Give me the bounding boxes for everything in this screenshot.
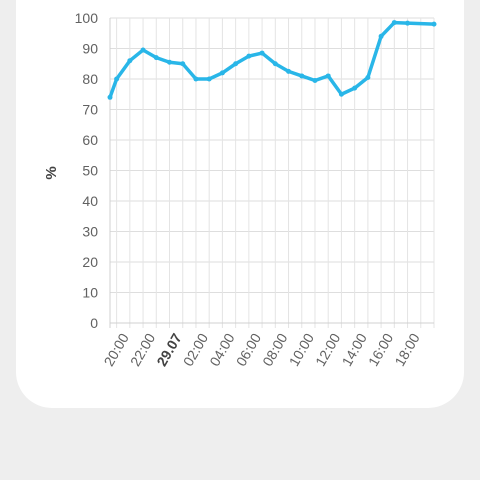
x-tick-label: 22:00	[127, 330, 158, 369]
data-point	[325, 73, 331, 79]
x-tick-label: 16:00	[365, 330, 396, 369]
x-tick-label: 02:00	[180, 330, 211, 369]
y-tick-label: 50	[82, 163, 98, 179]
x-tick-label: 20:00	[100, 330, 131, 369]
data-point	[193, 76, 199, 82]
data-point	[365, 74, 371, 80]
y-tick-label: 100	[75, 10, 99, 26]
y-tick-label: 90	[82, 41, 98, 57]
x-tick-label: 08:00	[259, 330, 290, 369]
data-point	[378, 33, 384, 39]
data-point	[233, 61, 239, 67]
data-point	[180, 61, 186, 67]
y-tick-label: 20	[82, 254, 98, 270]
data-point	[312, 78, 318, 84]
data-point	[405, 20, 411, 26]
x-tick-label: 10:00	[286, 330, 317, 369]
chart-card: 0 10 20 30 40 50 60 70 80 90 100 20:00 22:00 29.07 02:…	[16, 0, 464, 408]
data-point	[167, 59, 173, 65]
data-point	[246, 53, 252, 59]
x-tick-label: 29.07	[153, 330, 184, 369]
data-point	[352, 85, 358, 91]
data-point	[114, 76, 120, 82]
data-point	[272, 61, 278, 67]
y-tick-label: 0	[90, 315, 98, 331]
data-point	[391, 20, 397, 26]
x-tick-label: 12:00	[312, 330, 343, 369]
y-tick-label: 10	[82, 285, 98, 301]
y-tick-label: 60	[82, 132, 98, 148]
data-point	[206, 76, 212, 82]
y-tick-label: 30	[82, 224, 98, 240]
data-point	[219, 70, 225, 76]
data-point	[140, 47, 146, 53]
y-tick-label: 80	[82, 71, 98, 87]
data-point	[338, 91, 344, 97]
data-point	[107, 94, 113, 100]
x-tick-label: 14:00	[338, 330, 369, 369]
data-point	[153, 55, 159, 61]
x-tick-label: 06:00	[233, 330, 264, 369]
x-tick-label: 04:00	[206, 330, 237, 369]
data-point	[431, 21, 437, 27]
x-tick-label: 18:00	[391, 330, 422, 369]
y-tick-label: 40	[82, 193, 98, 209]
data-point	[127, 58, 133, 64]
line-chart: 0 10 20 30 40 50 60 70 80 90 100 20:0022:0029.0702:…	[43, 10, 437, 369]
series-line	[108, 20, 436, 100]
data-point	[259, 50, 265, 56]
y-axis-label: %	[43, 166, 60, 179]
data-point	[299, 73, 305, 79]
data-point	[286, 68, 292, 74]
y-tick-label: 70	[82, 102, 98, 118]
